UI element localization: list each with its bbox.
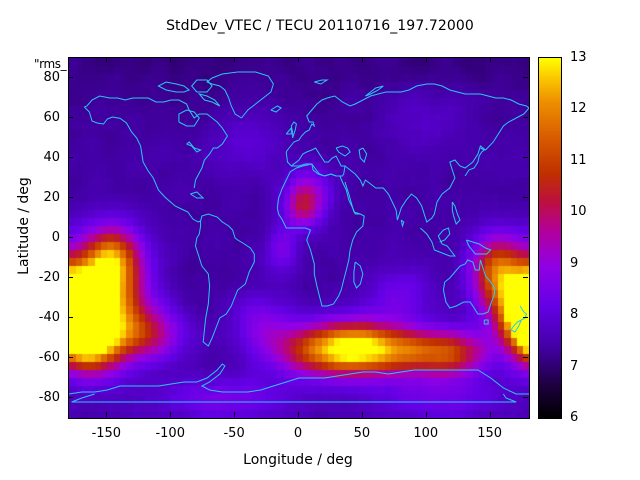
colorbar xyxy=(538,57,562,419)
colorbar-tick-label: 6 xyxy=(570,410,579,425)
clipped-annotation-label: "rms_ xyxy=(34,57,67,71)
y-tick-label: -60 xyxy=(38,350,60,365)
y-tick-label: -40 xyxy=(38,310,60,325)
colorbar-tick-label: 12 xyxy=(570,101,587,117)
colorbar-tick-label: 8 xyxy=(570,307,579,323)
x-tick-label: 150 xyxy=(477,426,503,441)
x-tick-label: -150 xyxy=(91,426,122,441)
heatmap-canvas xyxy=(69,58,529,418)
x-axis-label: Longitude / deg xyxy=(243,452,353,468)
colorbar-tick-label: 7 xyxy=(570,358,579,374)
heatmap-plot-area xyxy=(68,57,530,419)
colorbar-tick-label: 11 xyxy=(570,152,587,168)
y-axis-label: Latitude / deg xyxy=(16,177,32,275)
x-tick-label: 100 xyxy=(413,426,439,441)
y-tick-label: 40 xyxy=(43,150,60,165)
y-tick-label: 60 xyxy=(43,110,60,125)
colorbar-gradient xyxy=(539,58,561,418)
colorbar-tick-label: 9 xyxy=(570,255,579,271)
colorbar-tick-label: 13 xyxy=(570,50,587,65)
y-tick-label: 80 xyxy=(43,70,60,85)
x-tick-label: 0 xyxy=(293,426,303,441)
colorbar-tick-label: 10 xyxy=(570,204,587,220)
x-tick-label: 50 xyxy=(353,426,371,441)
y-tick-label: -80 xyxy=(38,390,60,405)
y-tick-label: 0 xyxy=(51,230,60,245)
y-tick-label: 20 xyxy=(43,190,60,205)
page-title: StdDev_VTEC / TECU 20110716_197.72000 xyxy=(166,18,474,34)
x-tick-label: -50 xyxy=(223,426,245,441)
y-tick-label: -20 xyxy=(38,270,60,285)
x-tick-label: -100 xyxy=(155,426,185,441)
